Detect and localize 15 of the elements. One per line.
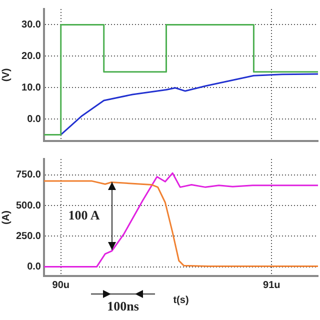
- y-tick-label: 500.0: [16, 200, 42, 212]
- x-axis-title: t(s): [173, 294, 189, 306]
- y-tick-label: 0.0: [27, 114, 42, 125]
- y-axis-title: (V): [0, 68, 12, 82]
- y-axis-title: (A): [0, 210, 12, 224]
- y-tick-label: 750.0: [16, 170, 42, 181]
- y-tick-label: 10.0: [22, 82, 42, 94]
- x-tick-label: 91u: [263, 280, 280, 291]
- y-tick-label: 30.0: [22, 19, 42, 30]
- y-tick-label: 20.0: [22, 50, 42, 62]
- annotation: 100 A: [68, 207, 100, 222]
- x-tick-label: 90u: [52, 280, 70, 291]
- y-tick-label: 250.0: [16, 230, 42, 242]
- text: 100ns: [107, 298, 139, 314]
- y-tick-label: 0.0: [27, 262, 42, 273]
